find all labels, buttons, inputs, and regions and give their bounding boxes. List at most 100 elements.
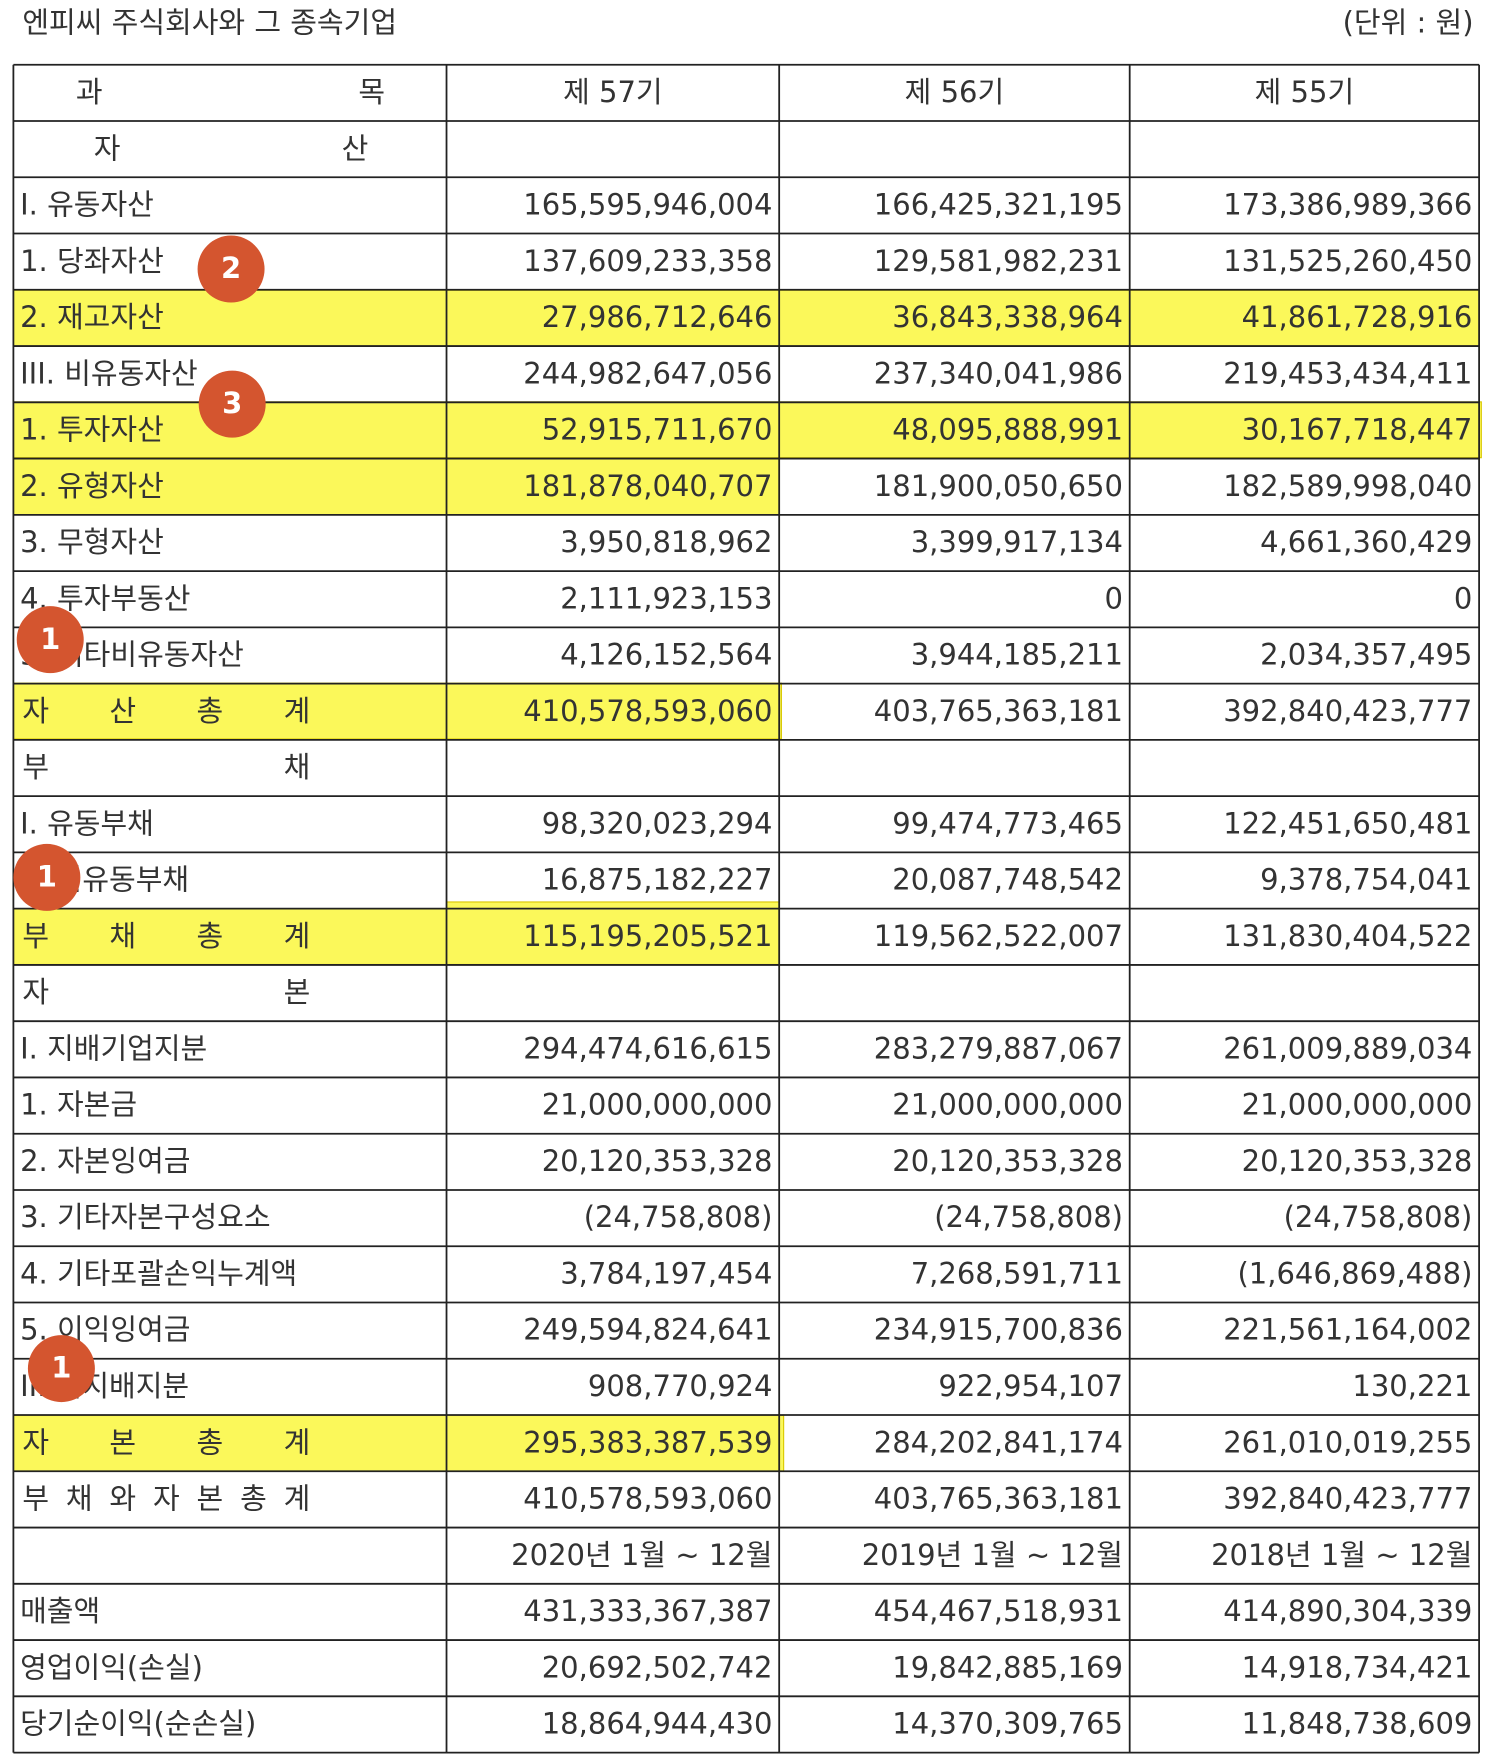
- header-cell: 제 55기: [1255, 75, 1355, 109]
- badge-label: 3: [222, 386, 242, 420]
- cell-value: 403,765,363,181: [874, 694, 1123, 728]
- cell-value: 3,399,917,134: [911, 525, 1123, 559]
- doc-title: 엔피씨 주식회사와 그 종속기업: [22, 6, 397, 40]
- highlights: [12, 289, 1482, 1472]
- row-label: 1. 당좌자산: [20, 244, 164, 278]
- cell-value: 410,578,593,060: [523, 1482, 772, 1516]
- cell-value: 137,609,233,358: [523, 244, 772, 278]
- cell-value: 244,982,647,056: [523, 356, 772, 390]
- badge: [13, 843, 81, 911]
- cell-value: 173,386,989,366: [1223, 188, 1472, 222]
- row-label: I. 유동자산: [20, 188, 154, 222]
- cell-value: 27,986,712,646: [542, 300, 773, 334]
- row-label: 자 산: [94, 131, 369, 165]
- cell-value: 14,370,309,765: [892, 1707, 1123, 1741]
- cell-value: 2020년 1월 ~ 12월: [511, 1538, 772, 1572]
- cell-value: 20,087,748,542: [892, 863, 1123, 897]
- cell-value: 4,126,152,564: [560, 638, 772, 672]
- badge: [27, 1335, 95, 1403]
- cell-value: 21,000,000,000: [1242, 1088, 1473, 1122]
- cell-value: 181,878,040,707: [523, 469, 772, 503]
- row-label: I. 유동부채: [20, 806, 154, 840]
- cell-value: 182,589,998,040: [1223, 469, 1472, 503]
- cell-value: 52,915,711,670: [542, 413, 773, 447]
- cell-value: 4,661,360,429: [1260, 525, 1472, 559]
- cell-value: 261,009,889,034: [1223, 1031, 1472, 1065]
- badge: [198, 370, 266, 438]
- cell-value: 414,890,304,339: [1223, 1594, 1472, 1628]
- cell-value: 165,595,946,004: [523, 188, 772, 222]
- unit-label: (단위 : 원): [1343, 6, 1474, 40]
- cell-value: 21,000,000,000: [892, 1088, 1123, 1122]
- cell-value: (1,646,869,488): [1237, 1256, 1472, 1290]
- badge: [197, 235, 265, 303]
- cell-value: 11,848,738,609: [1242, 1707, 1473, 1741]
- cell-value: 283,279,887,067: [874, 1031, 1123, 1065]
- row-label: 4. 기타포괄손익누계액: [20, 1256, 297, 1290]
- cell-value: 41,861,728,916: [1242, 300, 1473, 334]
- cell-value: 9,378,754,041: [1260, 863, 1472, 897]
- cell-value: (24,758,808): [934, 1200, 1123, 1234]
- cell-value: 908,770,924: [588, 1369, 773, 1403]
- cell-value: 119,562,522,007: [874, 919, 1123, 953]
- row-label: 2. 재고자산: [20, 300, 164, 334]
- cell-value: 21,000,000,000: [542, 1088, 773, 1122]
- row-label: 3. 기타자본구성요소: [20, 1200, 270, 1234]
- cell-value: 392,840,423,777: [1223, 1482, 1472, 1516]
- cell-value: 454,467,518,931: [874, 1594, 1123, 1628]
- cell-value: 131,525,260,450: [1223, 244, 1472, 278]
- cell-value: 295,383,387,539: [523, 1425, 772, 1459]
- row-label: 자 본: [22, 975, 310, 1009]
- cell-value: 237,340,041,986: [874, 356, 1123, 390]
- cell-value: 431,333,367,387: [523, 1594, 772, 1628]
- row-label: 영업이익(손실): [20, 1650, 203, 1684]
- document: 엔피씨 주식회사와 그 종속기업 (단위 : 원) 과 목 제 57기 제 56기 제…: [12, 6, 1482, 1754]
- cell-value: 284,202,841,174: [874, 1425, 1123, 1459]
- badge-label: 1: [40, 622, 60, 656]
- cell-value: (24,758,808): [584, 1200, 773, 1234]
- row-label: I. 지배기업지분: [20, 1031, 207, 1065]
- cell-value: 261,010,019,255: [1223, 1425, 1472, 1459]
- cell-value: 99,474,773,465: [892, 806, 1123, 840]
- row-label: 1. 투자자산: [20, 413, 164, 447]
- row-label: 2. 유형자산: [20, 469, 164, 503]
- row-label: 부 채: [22, 750, 310, 784]
- row-label: 부 채 와 자 본 총 계: [22, 1482, 310, 1516]
- cell-value: (24,758,808): [1284, 1200, 1473, 1234]
- cell-value: 410,578,593,060: [523, 694, 772, 728]
- row-label: 매출액: [20, 1594, 100, 1628]
- cell-value: 922,954,107: [938, 1369, 1123, 1403]
- header-cell: 제 56기: [905, 75, 1005, 109]
- row-label: 1. 자본금: [20, 1088, 137, 1122]
- cell-value: 221,561,164,002: [1223, 1313, 1472, 1347]
- cell-value: 181,900,050,650: [874, 469, 1123, 503]
- badge-label: 1: [37, 860, 57, 894]
- cell-value: 20,120,353,328: [892, 1144, 1123, 1178]
- cell-value: 7,268,591,711: [911, 1256, 1123, 1290]
- cell-value: 98,320,023,294: [542, 806, 773, 840]
- badge-label: 2: [221, 251, 241, 285]
- cell-value: 2,034,357,495: [1260, 638, 1472, 672]
- cell-value: 115,195,205,521: [523, 919, 772, 953]
- cell-value: 16,875,182,227: [542, 863, 773, 897]
- cell-value: 0: [1105, 581, 1123, 615]
- cell-value: 122,451,650,481: [1223, 806, 1472, 840]
- cell-value: 3,784,197,454: [560, 1256, 772, 1290]
- cell-value: 20,120,353,328: [542, 1144, 773, 1178]
- badge-label: 1: [51, 1351, 71, 1385]
- cell-value: 234,915,700,836: [874, 1313, 1123, 1347]
- cell-value: 36,843,338,964: [892, 300, 1123, 334]
- cell-value: 2,111,923,153: [560, 581, 772, 615]
- cell-value: 129,581,982,231: [874, 244, 1123, 278]
- cell-value: 249,594,824,641: [523, 1313, 772, 1347]
- cell-value: 219,453,434,411: [1223, 356, 1472, 390]
- cell-value: 131,830,404,522: [1223, 919, 1472, 953]
- cell-value: 403,765,363,181: [874, 1482, 1123, 1516]
- row-label: 당기순이익(순손실): [20, 1707, 256, 1741]
- cell-value: 19,842,885,169: [892, 1650, 1123, 1684]
- cell-value: 2018년 1월 ~ 12월: [1211, 1538, 1472, 1572]
- header-cell: 제 57기: [563, 75, 663, 109]
- cell-value: 20,120,353,328: [1242, 1144, 1473, 1178]
